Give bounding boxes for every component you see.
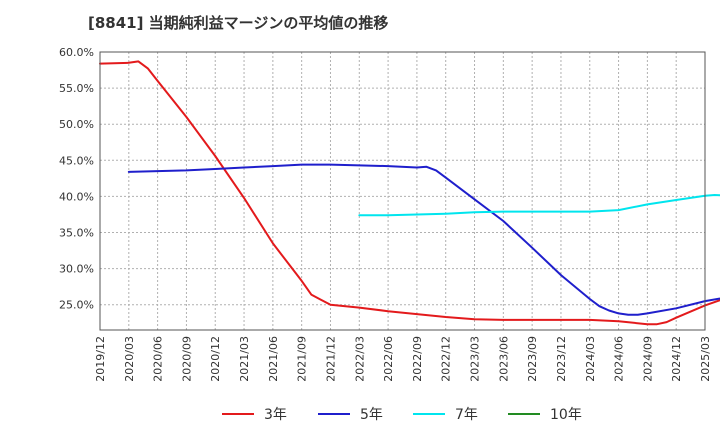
x-tick-label: 2023/12	[555, 336, 568, 382]
x-tick-label: 2024/12	[670, 336, 683, 382]
x-tick-label: 2022/03	[353, 336, 366, 382]
plot-frame	[99, 51, 706, 331]
y-axis-ticks: 25.0% 30.0% 35.0% 40.0% 45.0% 50.0% 55.0% 60.0%	[59, 46, 94, 312]
x-tick-label: 2024/06	[613, 336, 626, 382]
y-tick-label: 60.0%	[59, 46, 94, 59]
x-tick-label: 2021/06	[267, 336, 280, 382]
x-axis-ticks: 2019/12 2020/03 2020/06 2020/09 2020/12 2021/…	[94, 336, 712, 382]
series-line-1	[99, 60, 720, 326]
x-tick-label: 2021/12	[324, 336, 337, 382]
y-tick-label: 30.0%	[59, 263, 94, 276]
x-tick-label: 2022/09	[411, 336, 424, 382]
x-tick-label: 2022/06	[382, 336, 395, 382]
legend: 3年 5年 7年 10年	[222, 407, 582, 423]
x-tick-label: 2020/03	[123, 336, 136, 382]
legend-label: 5年	[360, 407, 383, 423]
y-tick-label: 40.0%	[59, 190, 94, 203]
series-lines	[99, 60, 720, 326]
x-tick-label: 2020/12	[209, 336, 222, 382]
x-tick-label: 2023/06	[497, 336, 510, 382]
y-tick-label: 55.0%	[59, 82, 94, 95]
legend-label: 3年	[264, 407, 287, 423]
x-tick-label: 2019/12	[94, 336, 107, 382]
x-tick-label: 2023/09	[526, 336, 539, 382]
y-tick-label: 25.0%	[59, 299, 94, 312]
series-line-3	[358, 194, 720, 217]
y-tick-label: 35.0%	[59, 227, 94, 240]
x-tick-label: 2022/12	[440, 336, 453, 382]
x-tick-label: 2020/06	[152, 336, 165, 382]
grid	[99, 51, 706, 330]
series-line-2	[127, 163, 720, 316]
x-tick-label: 2021/09	[296, 336, 309, 382]
x-tick-label: 2023/03	[469, 336, 482, 382]
x-tick-label: 2025/03	[699, 336, 712, 382]
chart-title: [8841] 当期純利益マージンの平均値の推移	[88, 14, 389, 32]
x-tick-label: 2020/09	[180, 336, 193, 382]
x-tick-label: 2024/03	[584, 336, 597, 382]
x-tick-label: 2021/03	[238, 336, 251, 382]
y-tick-label: 45.0%	[59, 154, 94, 167]
y-tick-label: 50.0%	[59, 118, 94, 131]
legend-label: 7年	[455, 407, 478, 423]
x-tick-label: 2024/09	[641, 336, 654, 382]
legend-label: 10年	[550, 407, 582, 423]
